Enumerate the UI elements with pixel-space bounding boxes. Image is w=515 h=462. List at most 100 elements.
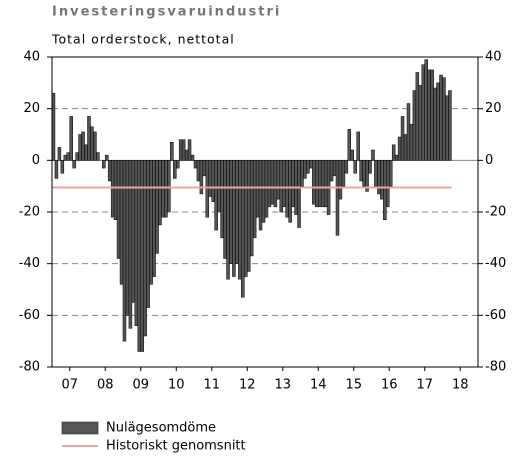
bar xyxy=(113,160,118,220)
bar xyxy=(116,160,121,259)
bar xyxy=(276,160,281,200)
x-tick-label: 13 xyxy=(274,378,291,393)
bar xyxy=(196,160,201,182)
bar xyxy=(309,160,313,169)
bar xyxy=(261,160,266,223)
x-tick-label: 15 xyxy=(345,378,362,393)
bar xyxy=(267,160,272,208)
bar xyxy=(439,74,443,161)
y2-tick-label: -60 xyxy=(485,308,506,323)
y2-tick-label: -20 xyxy=(485,205,506,220)
bar xyxy=(421,64,426,161)
bar xyxy=(167,160,171,213)
bar xyxy=(140,160,144,352)
bar xyxy=(300,160,304,187)
bar xyxy=(232,160,236,277)
bar xyxy=(217,160,221,213)
bar xyxy=(424,59,428,161)
bar xyxy=(377,160,381,195)
bar xyxy=(223,160,227,259)
x-tick-label: 17 xyxy=(416,378,433,393)
legend-label: Historiskt genomsnitt xyxy=(106,439,246,454)
bar xyxy=(60,160,65,174)
bar xyxy=(205,160,210,218)
bar xyxy=(258,160,263,231)
x-tick-label: 11 xyxy=(203,378,220,393)
bar xyxy=(371,149,375,161)
bar xyxy=(409,123,414,161)
bar xyxy=(96,152,100,161)
bar xyxy=(285,160,289,218)
bar xyxy=(264,160,269,218)
bar xyxy=(66,152,71,161)
bar xyxy=(433,87,437,161)
x-tick-label: 14 xyxy=(310,378,327,393)
bar xyxy=(391,144,396,161)
bar xyxy=(320,160,325,208)
x-tick-label: 07 xyxy=(61,378,78,393)
bar xyxy=(173,160,177,179)
bar xyxy=(229,160,233,264)
bar xyxy=(199,160,204,195)
bar xyxy=(81,131,85,161)
legend-label: Nulägesomdöme xyxy=(106,421,216,436)
bar xyxy=(318,160,322,208)
legend-swatch xyxy=(61,421,99,435)
chart-title: Investeringsvaruindustri xyxy=(52,5,281,20)
bar xyxy=(403,134,408,161)
bar xyxy=(161,160,165,218)
bar xyxy=(134,160,139,326)
bar xyxy=(365,160,369,192)
bar xyxy=(255,160,260,218)
bar xyxy=(220,160,224,239)
bar xyxy=(125,160,130,316)
bar xyxy=(102,160,106,169)
bar xyxy=(84,144,88,161)
bar xyxy=(306,160,310,174)
bar xyxy=(335,160,340,236)
bar xyxy=(394,154,399,161)
bar xyxy=(238,160,242,280)
y-tick-label: -20 xyxy=(19,205,40,220)
bar xyxy=(69,116,73,161)
bar xyxy=(128,160,133,329)
y-tick-label: -80 xyxy=(19,360,40,375)
x-tick-label: 12 xyxy=(239,378,256,393)
bar xyxy=(380,160,384,200)
bar xyxy=(448,90,452,161)
bar xyxy=(75,152,79,161)
bar xyxy=(107,160,112,182)
bar xyxy=(430,69,434,161)
bar xyxy=(329,160,334,182)
plot-frame xyxy=(51,56,479,368)
y2-tick-label: -80 xyxy=(485,360,506,375)
bar xyxy=(241,160,245,298)
bar xyxy=(252,160,257,239)
y-tick-label: 40 xyxy=(23,50,40,65)
bar xyxy=(350,149,355,161)
bar xyxy=(152,160,156,277)
bar xyxy=(187,139,192,161)
y2-tick-label: 40 xyxy=(485,50,502,65)
bar xyxy=(90,126,94,161)
bar xyxy=(356,131,360,161)
bar xyxy=(383,160,387,220)
bar xyxy=(427,69,431,161)
bar xyxy=(63,154,68,161)
bar xyxy=(303,160,307,179)
x-tick-label: 16 xyxy=(381,378,398,393)
bar xyxy=(279,160,284,213)
bar xyxy=(442,77,446,161)
y-tick-label: 0 xyxy=(32,153,40,168)
bar xyxy=(78,134,82,161)
bar xyxy=(249,160,254,257)
bar xyxy=(244,160,248,277)
bar xyxy=(149,160,153,285)
bar xyxy=(397,136,402,161)
bar xyxy=(190,154,195,161)
bar xyxy=(323,160,328,208)
bar xyxy=(105,154,109,161)
bar xyxy=(211,160,215,202)
bar xyxy=(389,160,393,187)
